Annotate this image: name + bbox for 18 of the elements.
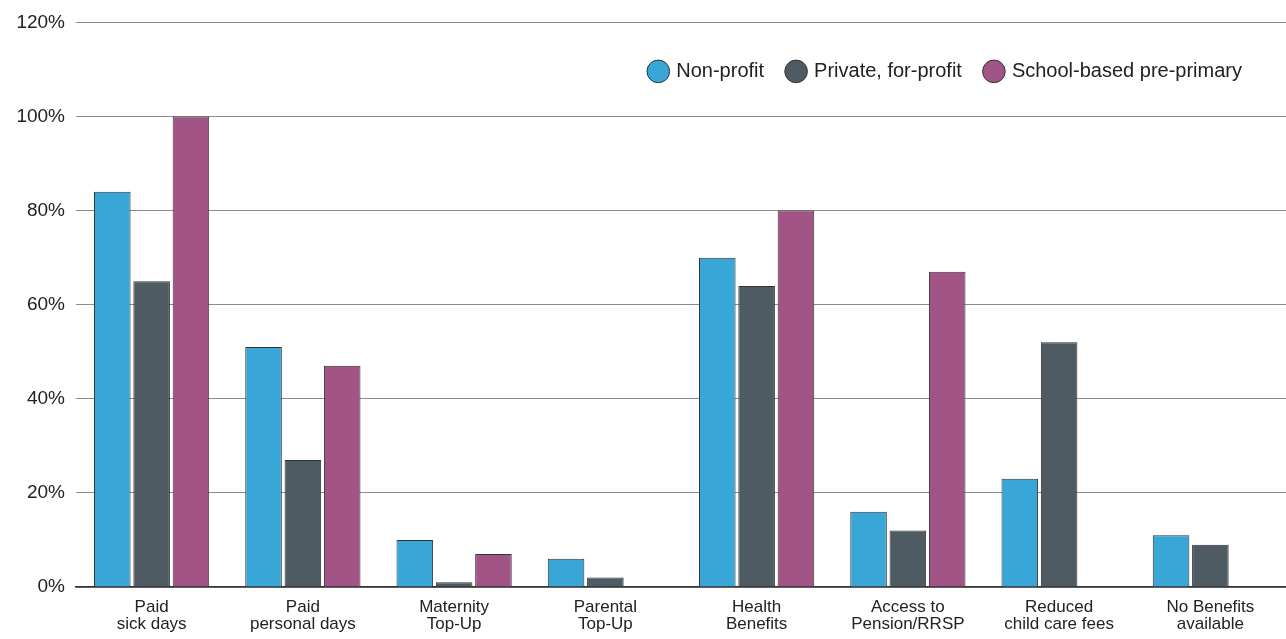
x-tick-label: Paid personal days [249,597,356,634]
y-tick-label: 100% [16,104,66,126]
y-tick-label: 40% [26,387,66,409]
legend-label: Private, for-profit [814,58,963,81]
legend-label: Non-profit [676,58,765,81]
y-tick-label: 120% [16,10,66,32]
x-tick-label: Parental Top-Up [573,597,638,634]
y-tick-label: 0% [37,575,66,597]
y-tick-label: 60% [26,292,66,314]
legend-label: School-based pre-primary [1011,58,1243,81]
x-tick-label: Access to Pension/RRSP [851,597,965,634]
y-tick-label: 80% [26,198,66,220]
x-tick-label: Paid sick days [116,597,187,634]
x-tick-label: No Benefits available [1166,597,1255,634]
x-tick-label: Health Benefits [725,597,788,634]
y-tick-label: 20% [26,481,66,503]
x-tick-label: Reduced child care fees [1004,597,1114,634]
x-tick-label: Maternity Top-Up [419,597,490,634]
